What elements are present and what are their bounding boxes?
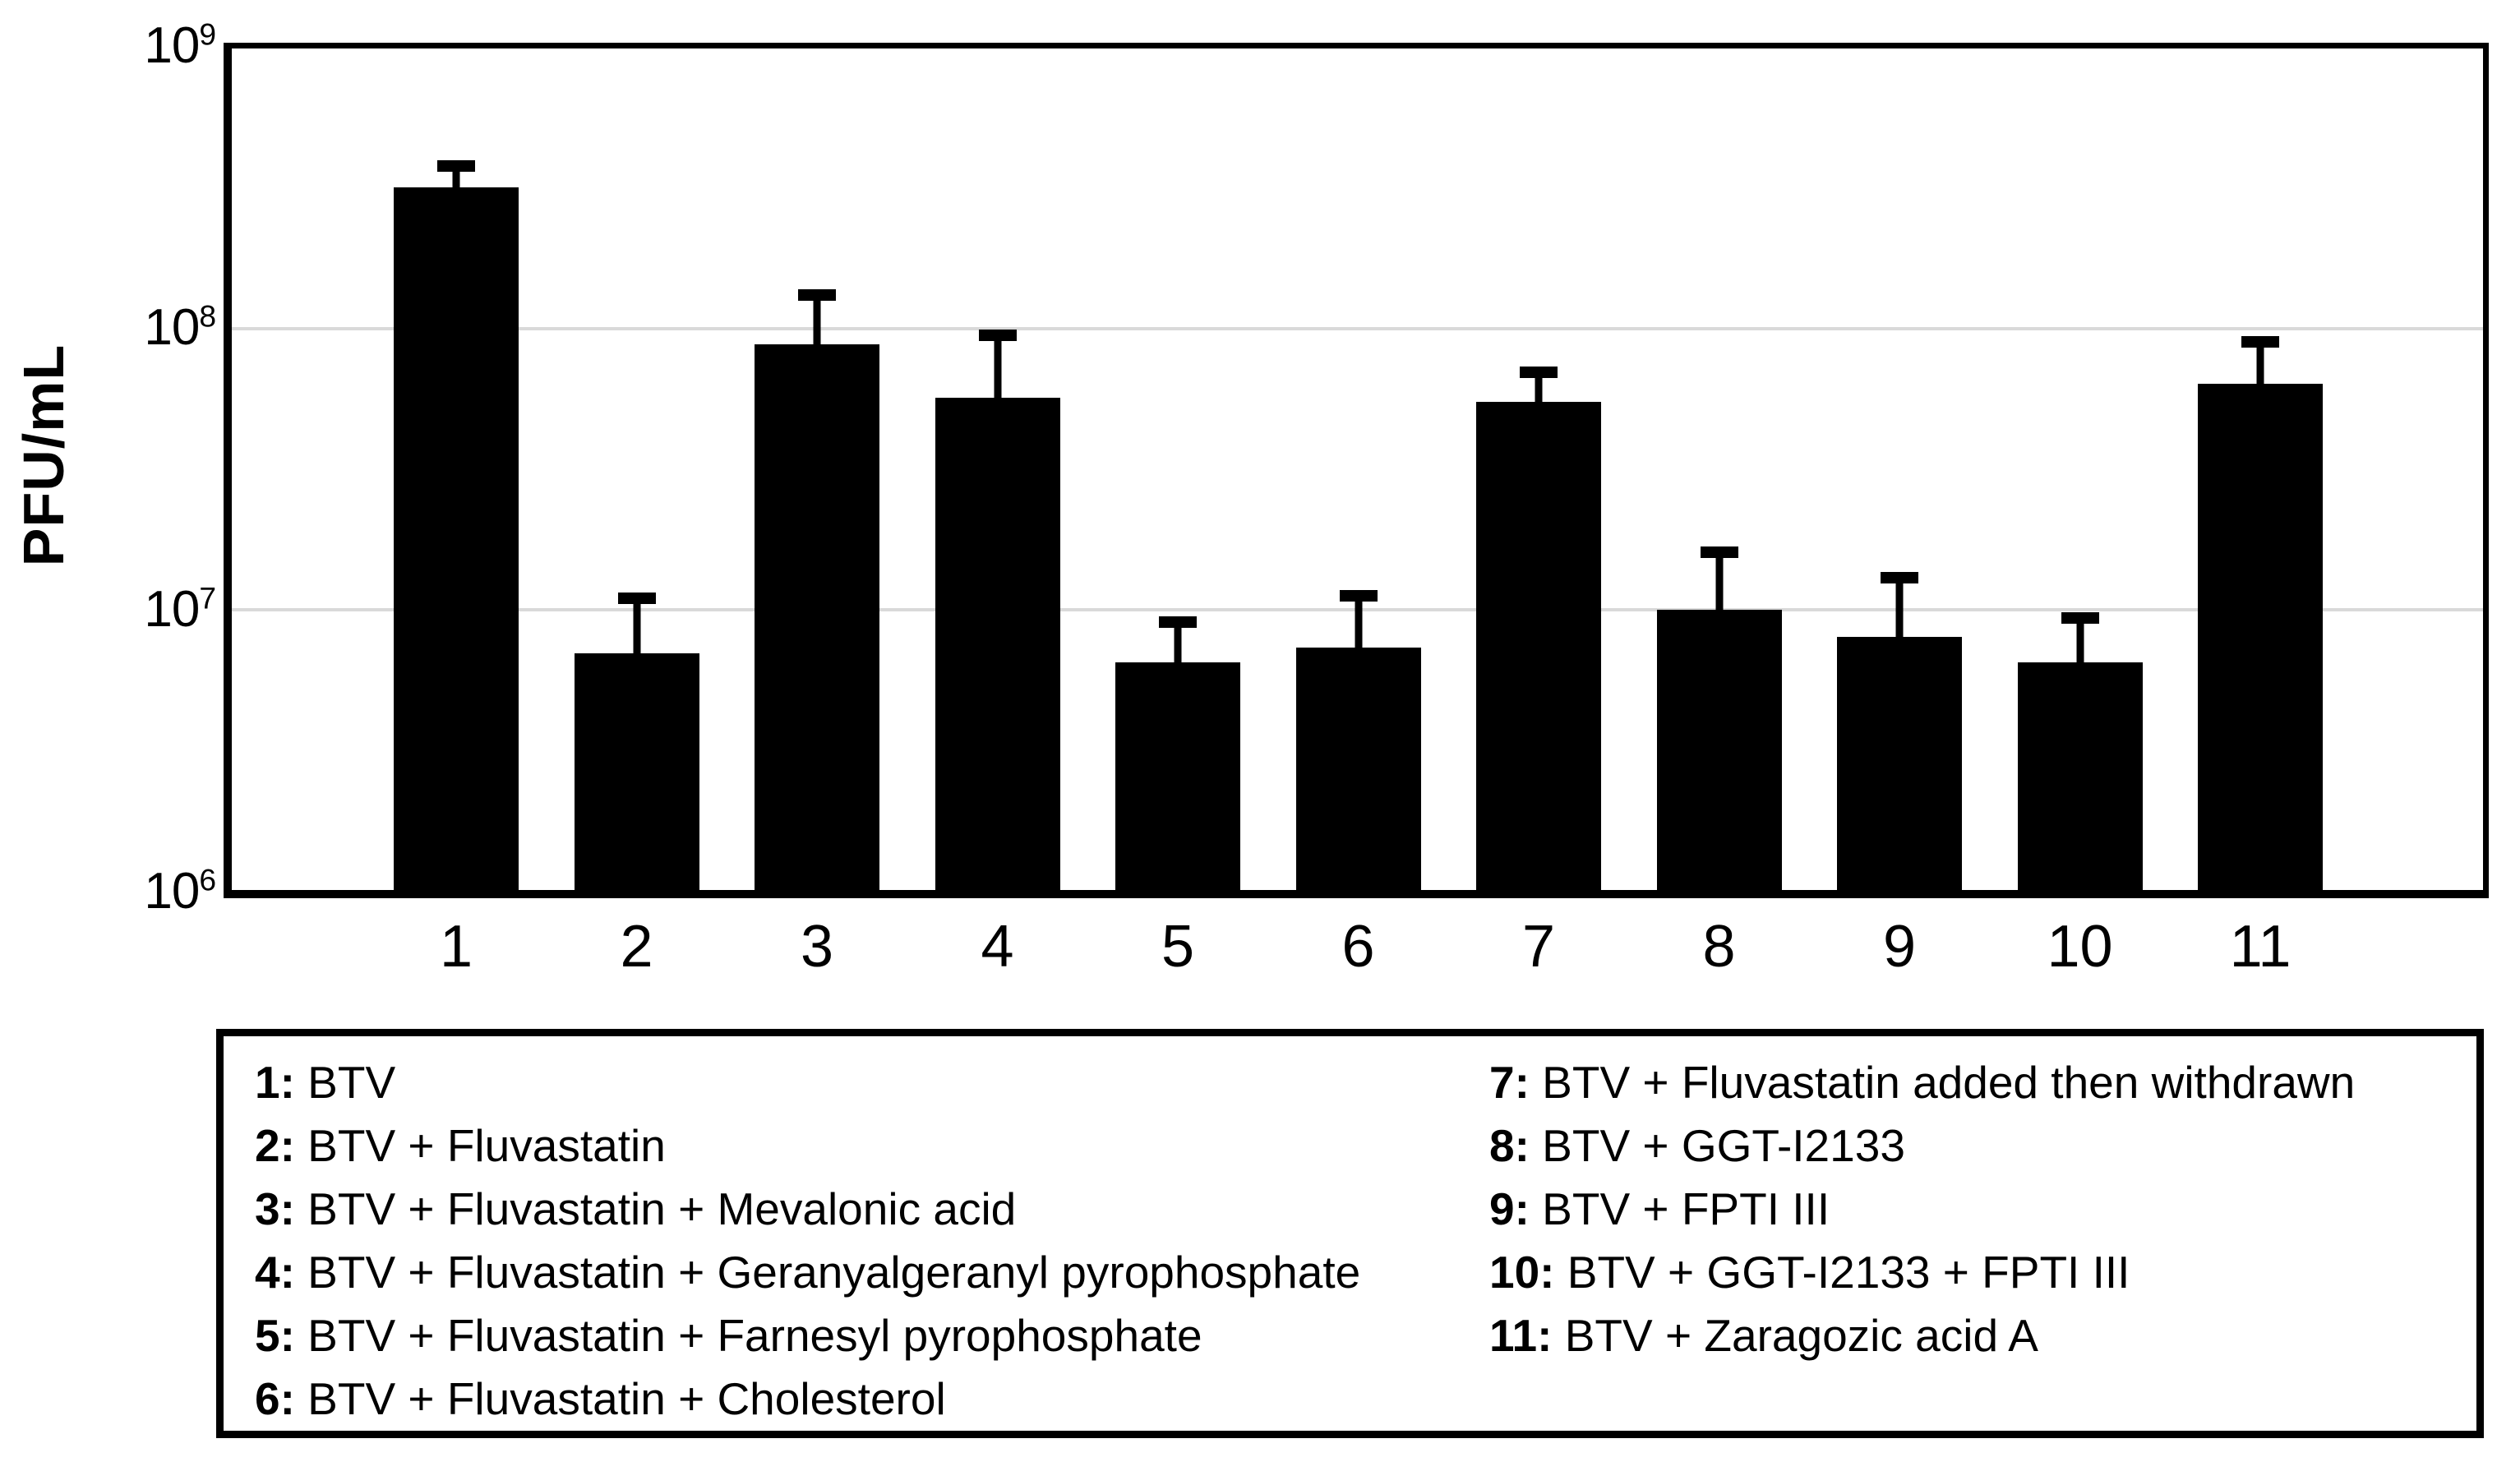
bar-6 (1295, 648, 1421, 890)
x-tick-label-8: 8 (1702, 914, 1736, 980)
bar-3 (755, 344, 879, 890)
y-tick-label-10e9: 109 (144, 16, 216, 74)
bar-5 (1115, 662, 1240, 890)
bar-1 (394, 187, 519, 890)
error-bar-cap (1881, 571, 1918, 583)
legend-item-10: 10: BTV + GGT-I2133 + FPTI III (1489, 1247, 2130, 1298)
legend-item-2: 2: BTV + Fluvastatin (255, 1120, 666, 1171)
error-bar-stem (1174, 622, 1182, 662)
bar-10 (2017, 662, 2143, 890)
x-tick-label-3: 3 (800, 914, 834, 980)
bar-11 (2198, 383, 2323, 890)
error-bar-stem (2256, 341, 2264, 384)
error-bar-stem (1355, 595, 1362, 648)
legend-column-right: 7: BTV + Fluvastatin added then withdraw… (1489, 1051, 2355, 1367)
error-bar-cap (1159, 616, 1197, 629)
x-tick-label-5: 5 (1161, 914, 1195, 980)
legend-item-8: 8: BTV + GGT-I2133 (1489, 1120, 1905, 1171)
x-tick-label-10: 10 (2047, 914, 2113, 980)
x-tick-label-1: 1 (439, 914, 473, 980)
error-bar-cap (2061, 612, 2099, 625)
legend-item-11: 11: BTV + Zaragozic acid A (1489, 1310, 2038, 1361)
x-tick-label-11: 11 (2229, 914, 2292, 980)
error-bar-stem (452, 166, 460, 187)
error-bar-stem (1535, 372, 1543, 402)
plot-area (224, 43, 2489, 898)
error-bar-stem (633, 597, 640, 653)
gridline-10e8 (232, 327, 2483, 331)
error-bar-cap (978, 329, 1017, 341)
legend-item-3: 3: BTV + Fluvastatin + Mevalonic acid (255, 1183, 1017, 1234)
error-bar-stem (994, 334, 1001, 398)
error-bar-cap (798, 289, 836, 302)
y-tick-label-10e6: 106 (144, 862, 216, 920)
bar-2 (574, 652, 699, 890)
y-tick-label-10e8: 108 (144, 298, 216, 356)
error-bar-cap (2241, 335, 2279, 348)
error-bar-cap (1700, 546, 1738, 558)
error-bar-cap (617, 592, 656, 604)
error-bar-stem (1715, 552, 1723, 610)
bar-8 (1656, 609, 1782, 890)
bar-9 (1837, 636, 1962, 890)
bar-7 (1476, 401, 1601, 890)
error-bar-cap (437, 160, 475, 173)
error-bar-cap (1339, 589, 1378, 602)
x-tick-label-7: 7 (1521, 914, 1556, 980)
legend-item-1: 1: BTV (255, 1057, 396, 1108)
x-tick-label-2: 2 (620, 914, 653, 980)
error-bar-stem (1895, 577, 1904, 637)
bar-4 (935, 397, 1060, 890)
legend-item-4: 4: BTV + Fluvastatin + Geranyalgeranyl p… (255, 1247, 1361, 1298)
x-tick-label-4: 4 (981, 914, 1014, 980)
x-tick-label-9: 9 (1882, 914, 1917, 980)
error-bar-stem (2076, 618, 2084, 662)
legend-item-9: 9: BTV + FPTI III (1489, 1183, 1830, 1234)
legend-item-6: 6: BTV + Fluvastatin + Cholesterol (255, 1373, 946, 1424)
x-tick-label-6: 6 (1341, 914, 1375, 980)
legend-column-left: 1: BTV 2: BTV + Fluvastatin 3: BTV + Fluva… (255, 1051, 1360, 1431)
legend-item-7: 7: BTV + Fluvastatin added then withdraw… (1489, 1057, 2356, 1108)
legend-box: 1: BTV 2: BTV + Fluvastatin 3: BTV + Fluva… (216, 1029, 2484, 1438)
error-bar-cap (1520, 367, 1558, 379)
legend-item-5: 5: BTV + Fluvastatin + Farnesyl pyrophos… (255, 1310, 1202, 1361)
y-tick-label-10e7: 107 (144, 580, 216, 638)
x-axis-tick-labels: 1 2 3 4 5 6 7 8 9 10 11 (232, 906, 2483, 988)
error-bar-stem (813, 295, 821, 345)
